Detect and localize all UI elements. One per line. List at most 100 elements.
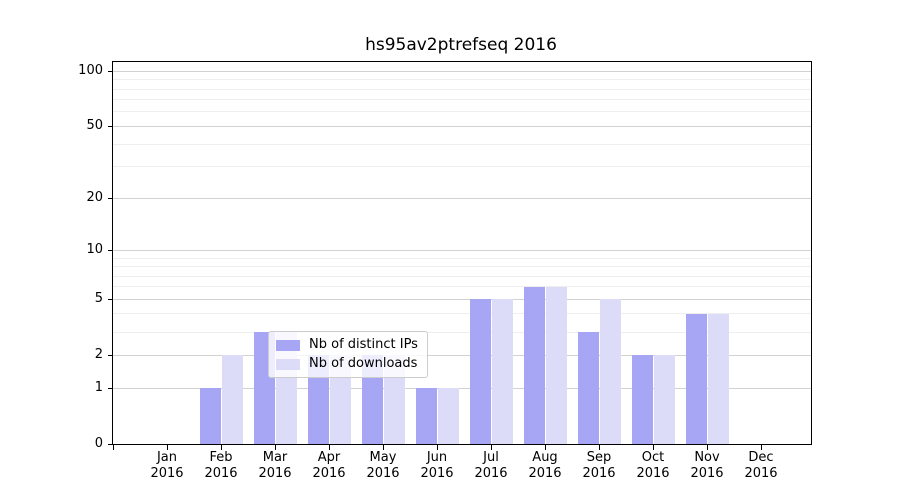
bar-ips-jul [469,299,491,444]
x-axis-tick [274,445,276,450]
y-gridline-minor [113,79,811,81]
y-tick-label: 5 [94,291,103,307]
y-axis-tick [108,70,113,72]
x-tick-label-may: May 2016 [356,450,410,482]
x-tick-label-month: Dec [748,450,774,465]
x-axis-tick [652,445,654,450]
y-gridline-major [113,249,811,251]
x-tick-label-sep: Sep 2016 [572,450,626,482]
bar-downloads-jul [491,299,513,444]
y-gridline-major [113,70,811,72]
x-tick-label-year: 2016 [312,466,346,481]
x-tick-label-aug: Aug 2016 [518,450,572,482]
y-axis-tick [108,387,113,389]
x-axis-tick [328,445,330,450]
x-tick-label-year: 2016 [690,466,724,481]
x-tick-label-year: 2016 [366,466,400,481]
x-tick-label-dec: Dec 2016 [734,450,788,482]
x-axis-tick [220,445,222,450]
x-tick-label-jan: Jan 2016 [140,450,194,482]
y-axis-tick [108,125,113,127]
y-gridline-major [113,354,811,356]
x-tick-label-month: Oct [641,450,665,465]
y-axis-tick [108,249,113,251]
legend-label: Nb of downloads [309,356,418,371]
y-gridline-minor [113,266,811,267]
x-tick-label-year: 2016 [636,466,670,481]
bar-ips-nov [685,313,707,444]
x-tick-label-month: Aug [532,450,558,465]
y-gridline-minor [113,286,811,288]
y-gridline-minor [113,313,811,315]
legend-item: Nb of distinct IPs [276,337,418,353]
x-tick-label-year: 2016 [474,466,508,481]
x-tick-label-month: Mar [262,450,288,465]
y-gridline-major [113,125,811,127]
y-gridline-minor [113,88,811,90]
x-tick-label-nov: Nov 2016 [680,450,734,482]
bar-downloads-aug [545,286,567,444]
x-axis-tick [490,445,492,450]
y-tick-label: 0 [94,436,103,451]
bar-ips-aug [523,286,545,444]
plot-area: 0 1 2 5 10 20 50 100 Jan 2016 Feb 2016 Mar 2016 Apr 201… [78,61,812,481]
y-tick-label: 50 [86,118,103,134]
x-axis-tick [382,445,384,450]
y-gridline-major [113,197,811,199]
y-gridline-minor [113,143,811,145]
y-tick-label: 20 [86,190,103,206]
y-tick-label: 2 [94,347,103,363]
bar-ips-sep [577,332,599,444]
legend-item: Nb of downloads [276,356,418,372]
x-tick-label-year: 2016 [582,466,616,481]
x-tick-label-year: 2016 [420,466,454,481]
y-gridline-major [113,298,811,300]
y-gridline-minor [113,166,811,168]
x-tick-label-month: Nov [694,450,720,465]
x-axis-tick [436,445,438,450]
y-tick-label: 10 [86,242,103,258]
x-axis-tick [760,445,762,450]
x-tick-label-year: 2016 [528,466,562,481]
x-tick-label-year: 2016 [150,466,184,481]
x-tick-label-feb: Feb 2016 [194,450,248,482]
x-tick-label-apr: Apr 2016 [302,450,356,482]
y-gridline-minor [113,257,811,259]
y-gridline-minor [113,99,811,101]
x-tick-label-month: Jan [156,450,178,465]
x-axis-tick [544,445,546,450]
legend-label: Nb of distinct IPs [309,337,418,352]
y-axis-tick [108,197,113,199]
legend: Nb of distinct IPs Nb of downloads [268,331,428,378]
bar-downloads-nov [707,313,729,444]
x-axis-corner-tick [112,445,114,450]
y-tick-label: 100 [78,63,103,79]
bar-ips-feb [199,388,221,444]
y-gridline-minor [113,331,811,333]
bar-downloads-oct [653,355,675,444]
bar-ips-jun [415,388,437,444]
y-axis-tick [108,298,113,300]
x-tick-label-month: Jul [483,450,499,465]
x-tick-label-month: Feb [209,450,233,465]
x-tick-label-oct: Oct 2016 [626,450,680,482]
y-gridline-minor [113,275,811,277]
chart-title: hs95av2ptrefseq 2016 [365,35,557,55]
y-tick-label: 1 [94,380,103,395]
x-tick-label-year: 2016 [204,466,238,481]
x-tick-label-month: Apr [317,450,341,465]
x-tick-label-jul: Jul 2016 [464,450,518,482]
x-axis-tick [166,445,168,450]
legend-swatch-ips [276,339,300,351]
bar-downloads-feb [221,355,243,444]
y-gridline-minor [113,111,811,113]
bar-ips-oct [631,355,653,444]
x-tick-label-year: 2016 [744,466,778,481]
x-axis-tick [706,445,708,450]
x-tick-label-month: May [369,450,397,465]
x-tick-label-month: Sep [586,450,612,465]
y-axis-tick [108,443,113,445]
x-axis-tick [598,445,600,450]
x-tick-label-month: Jun [426,450,448,465]
